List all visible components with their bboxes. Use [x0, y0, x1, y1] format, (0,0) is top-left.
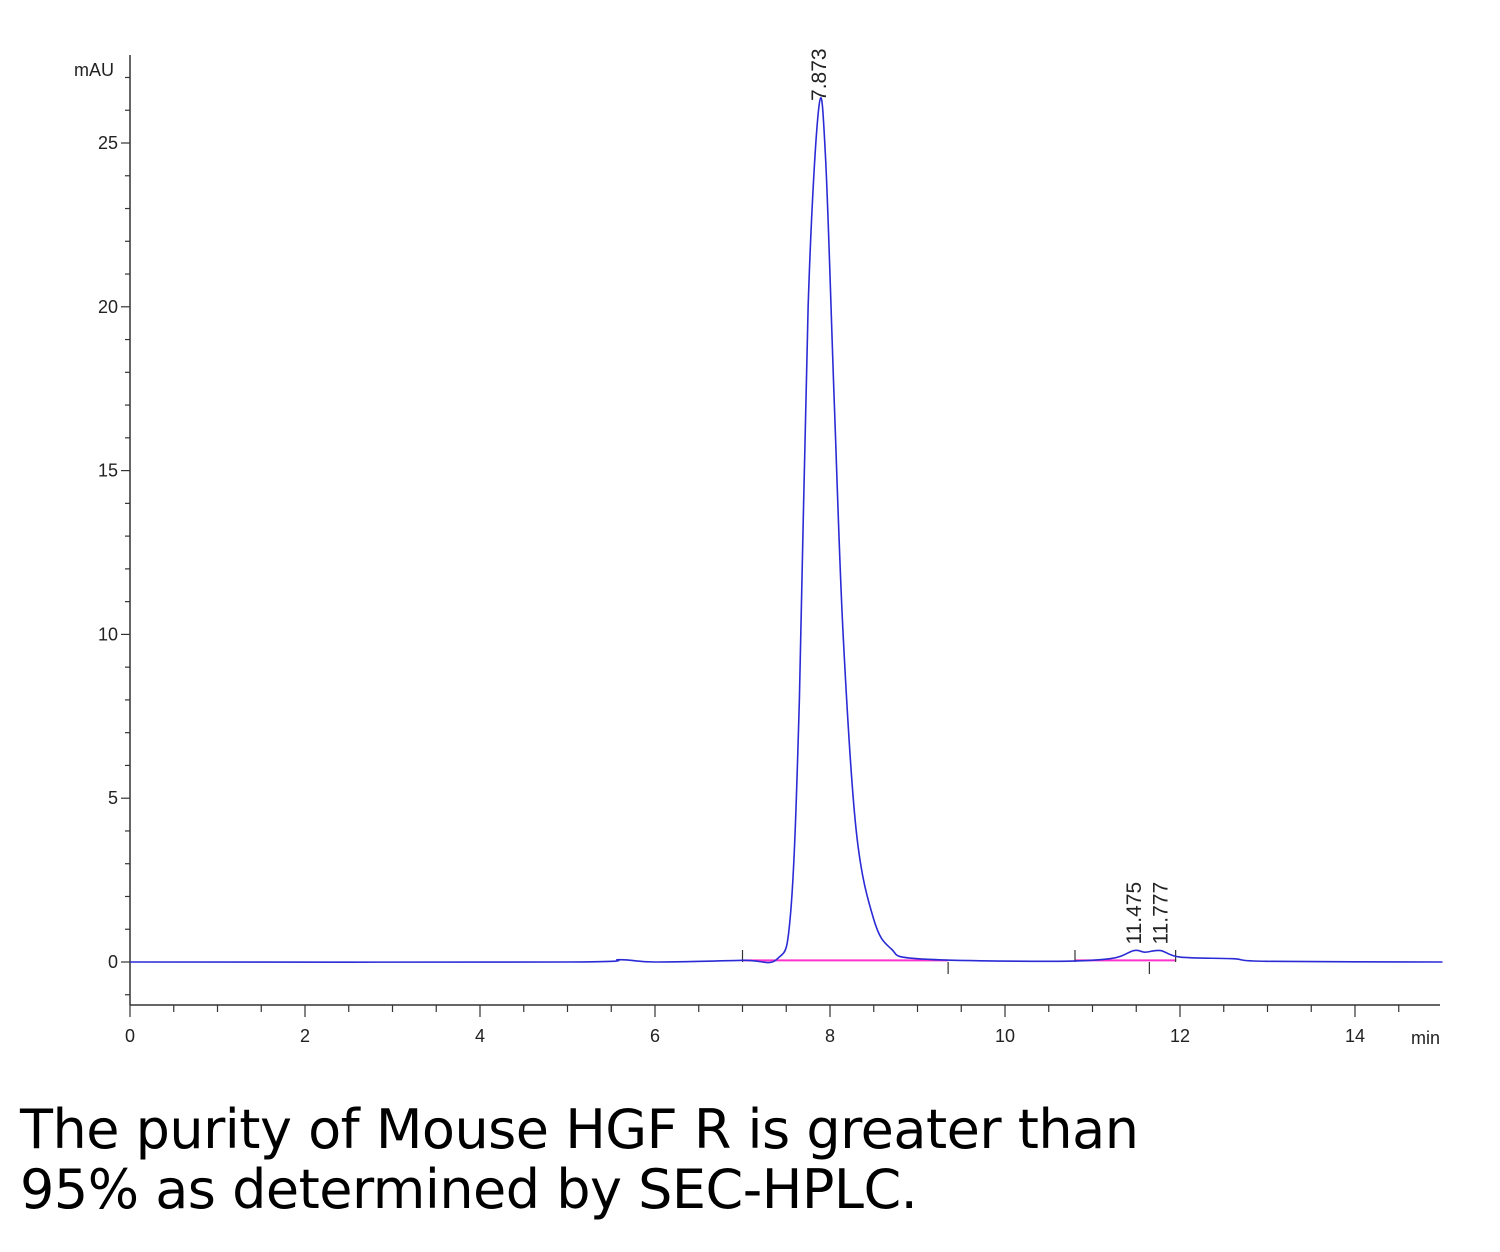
chart-series	[129, 97, 1443, 964]
x-tick-label: 4	[475, 1026, 485, 1046]
figure-caption: The purity of Mouse HGF R is greater tha…	[20, 1100, 1480, 1220]
y-tick-label: 5	[108, 788, 118, 808]
y-tick-label: 25	[98, 133, 118, 153]
integration-marks	[741, 950, 1177, 974]
peak-labels: 7.873 11.475 11.777	[808, 48, 1173, 944]
x-tick-label: 6	[650, 1026, 660, 1046]
x-tick-label: 14	[1345, 1026, 1365, 1046]
y-tick-label: 0	[108, 952, 118, 972]
x-axis-label: min	[1411, 1028, 1440, 1048]
x-tick-label: 2	[300, 1026, 310, 1046]
y-tick-label: 15	[98, 461, 118, 481]
y-tick-label: 20	[98, 297, 118, 317]
x-tick-label: 0	[125, 1026, 135, 1046]
chromatogram-chart: 0 5 10 15 20 25 mAU 0 2 4 6 8 10 12 14 min 7.873 11.475 1…	[74, 48, 1443, 1048]
peak-label: 11.777	[1149, 882, 1172, 945]
x-tick-label: 8	[825, 1026, 835, 1046]
x-tick-label: 12	[1170, 1026, 1190, 1046]
y-tick-label: 10	[98, 624, 118, 644]
caption-line-2: 95% as determined by SEC-HPLC.	[20, 1158, 918, 1221]
y-axis-label: mAU	[74, 60, 114, 80]
caption-line-1: The purity of Mouse HGF R is greater tha…	[20, 1098, 1139, 1161]
chart-axes: 0 5 10 15 20 25 mAU 0 2 4 6 8 10 12 14 min	[74, 55, 1440, 1048]
peak-label: 11.475	[1123, 882, 1146, 945]
peak-label: 7.873	[808, 48, 831, 101]
chromatogram-trace	[129, 97, 1443, 964]
x-tick-label: 10	[995, 1026, 1015, 1046]
